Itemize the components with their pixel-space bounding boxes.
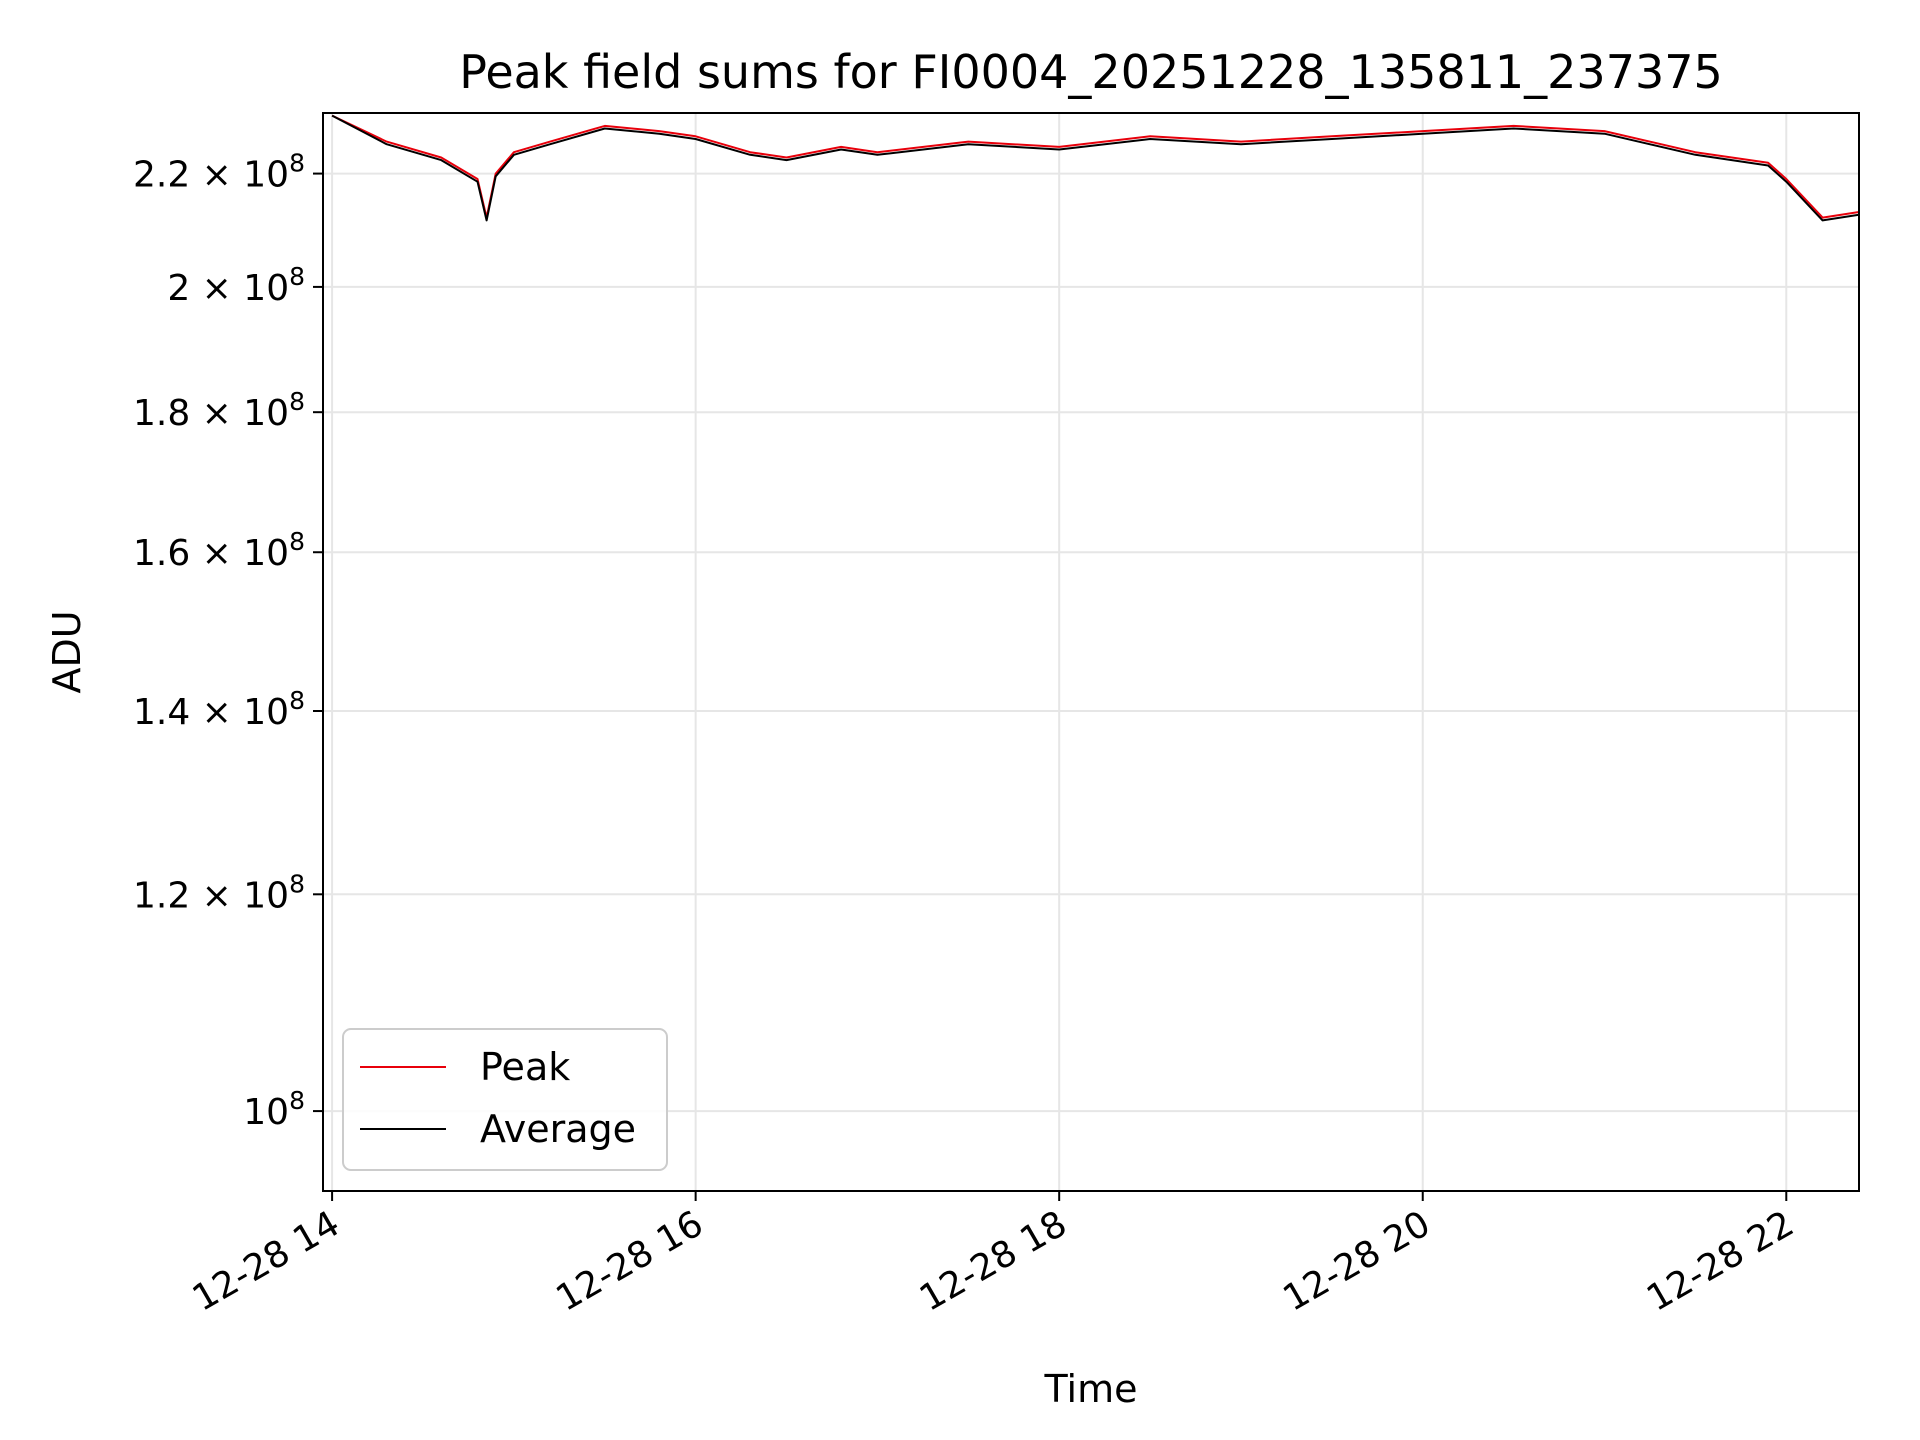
y-tick-label: 108 (243, 1086, 305, 1133)
legend: Peak Average (342, 1028, 668, 1171)
y-tick-label: 1.4 × 108 (133, 686, 305, 733)
series-line-peak (331, 114, 1859, 219)
y-tick-label: 1.6 × 108 (133, 527, 305, 574)
legend-label-average: Average (480, 1107, 636, 1151)
y-tick-label: 1.8 × 108 (133, 387, 305, 434)
chart-title: Peak field sums for FI0004_20251228_1358… (459, 45, 1723, 99)
plot-area (331, 114, 1859, 222)
y-axis: 108 1.2 × 108 1.4 × 108 1.6 × 108 1.8 × 108 2… (133, 149, 323, 1133)
y-tick-label: 2.2 × 108 (133, 149, 305, 196)
grid (323, 113, 1859, 1191)
series-layer (331, 114, 1859, 222)
plot-frame (322, 112, 1860, 1192)
legend-box (342, 1028, 668, 1171)
y-axis-label: ADU (45, 610, 89, 693)
legend-label-peak: Peak (480, 1045, 570, 1089)
y-tick-label: 1.2 × 108 (133, 869, 305, 916)
x-axis-label: Time (1044, 1367, 1138, 1411)
series-line-average (331, 114, 1859, 222)
y-tick-label: 2 × 108 (167, 262, 305, 309)
